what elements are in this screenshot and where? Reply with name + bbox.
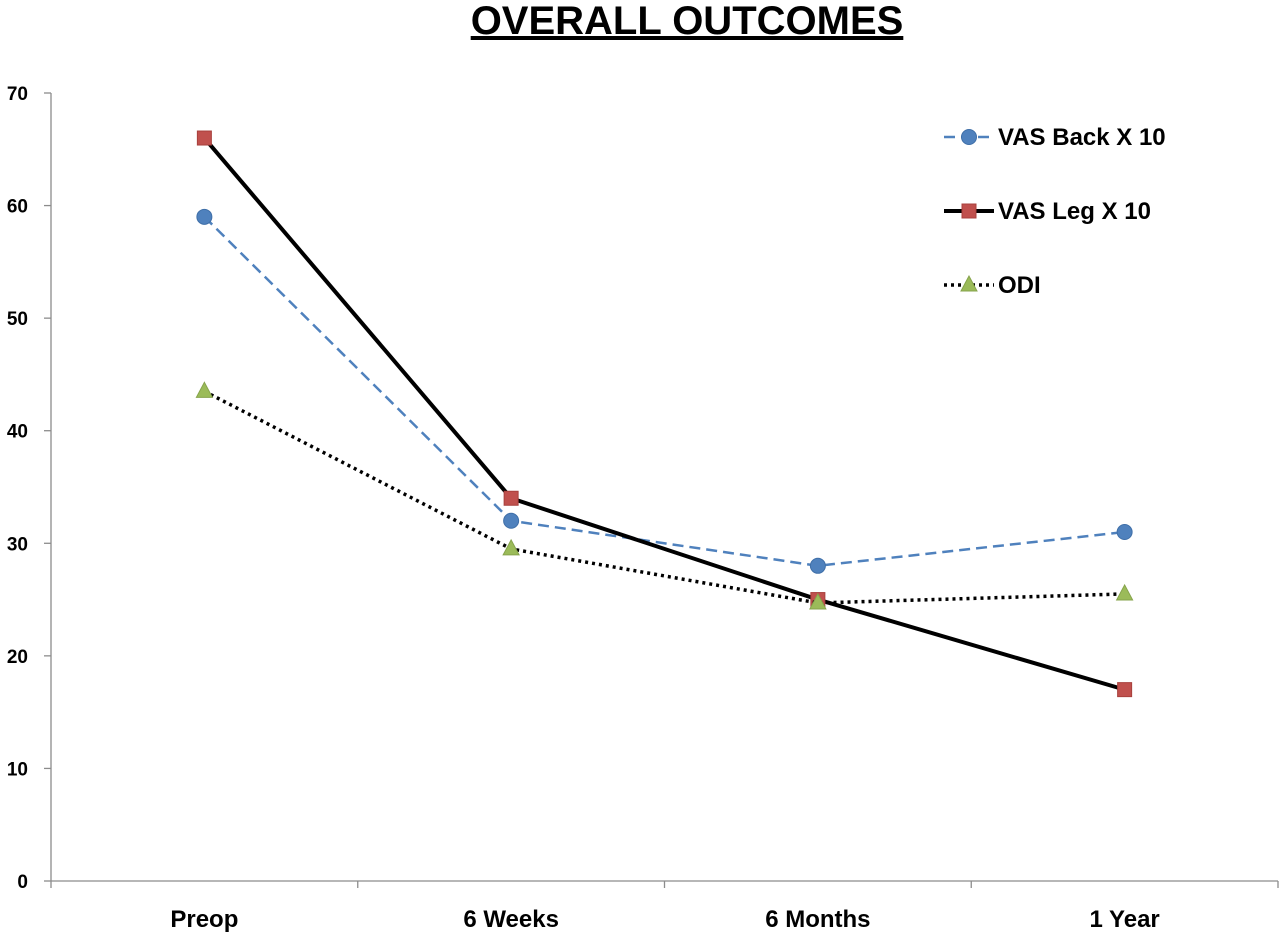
y-tick-label: 20 [7, 647, 28, 668]
data-point [1116, 524, 1133, 541]
y-tick-label: 60 [7, 197, 28, 218]
legend-marker [961, 203, 977, 219]
chart-title: OVERALL OUTCOMES [471, 0, 904, 43]
series-line [202, 136, 1126, 692]
axes: 0 10 20 30 40 50 60 70 Preop 6 Weeks 6 Months 1 Yea… [7, 84, 1279, 933]
x-tick-label: Preop [170, 906, 238, 933]
legend-label: VAS Back X 10 [998, 124, 1166, 151]
y-tick-label: 40 [7, 422, 28, 443]
data-point [503, 512, 520, 529]
data-point [1117, 682, 1133, 698]
legend-label: VAS Leg X 10 [998, 198, 1151, 225]
data-point [809, 557, 826, 574]
y-tick-label: 70 [7, 84, 28, 105]
y-tick-label: 50 [7, 309, 28, 330]
data-point [502, 538, 520, 556]
series-2 [196, 130, 1133, 698]
data-point [196, 130, 212, 146]
legend: VAS Back X 10 VAS Leg X 10 ODI [944, 124, 1166, 299]
legend-marker [960, 274, 978, 292]
legend-item: ODI [944, 272, 1041, 299]
legend-marker [961, 129, 977, 145]
data-point [1115, 583, 1134, 601]
series-layer [195, 130, 1134, 698]
legend-label: ODI [998, 272, 1041, 299]
legend-item: VAS Leg X 10 [944, 198, 1151, 225]
data-point [503, 490, 519, 506]
series-line [203, 389, 1125, 605]
data-point [195, 381, 214, 398]
y-tick-label: 0 [17, 872, 28, 893]
y-tick-label: 10 [7, 759, 28, 780]
x-tick-label: 6 Months [765, 906, 870, 933]
data-point [809, 592, 827, 610]
y-tick-label: 30 [7, 534, 28, 555]
series-line [203, 215, 1125, 568]
x-tick-label: 6 Weeks [463, 906, 559, 933]
series-3 [195, 381, 1134, 610]
legend-item: VAS Back X 10 [944, 124, 1166, 151]
x-tick-label: 1 Year [1089, 906, 1159, 933]
data-point [196, 208, 213, 225]
series-1 [196, 208, 1133, 574]
